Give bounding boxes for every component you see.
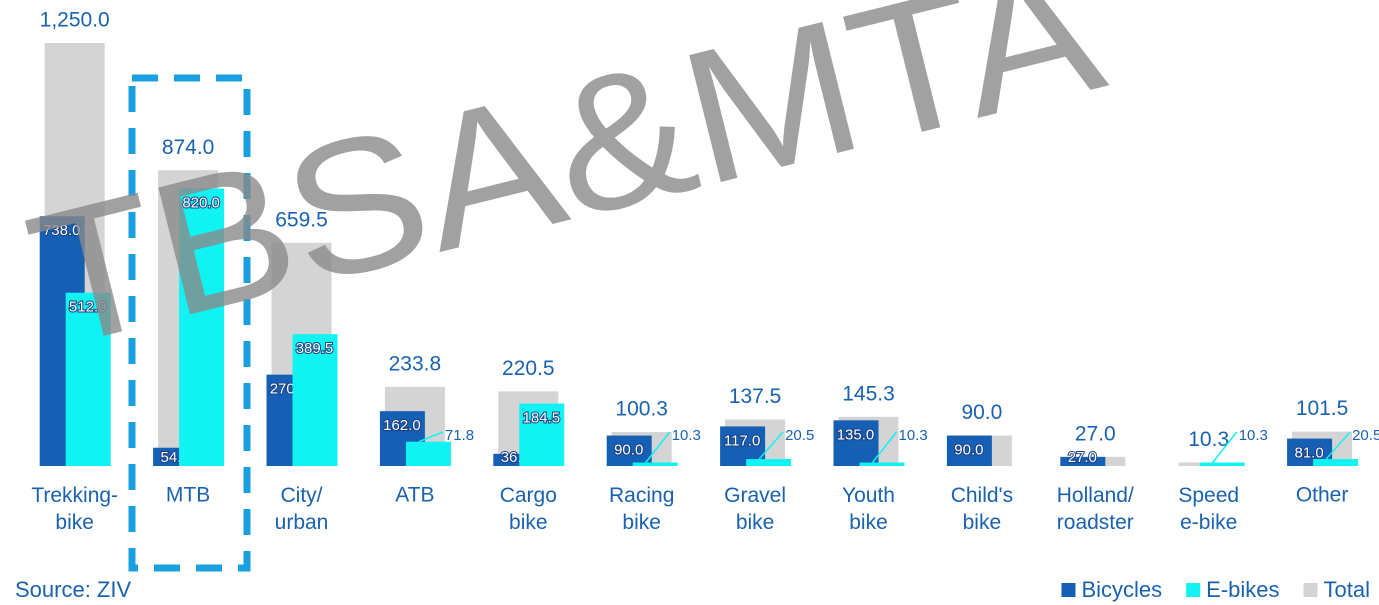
source: Source: ZIV [15,577,131,602]
ebikes-label: 820.0 [182,194,220,211]
leader-line [1212,431,1238,463]
total-label: 220.5 [502,357,555,380]
leader-line [758,431,784,460]
ebikes-label: 10.3 [1239,427,1268,444]
ebikes-label: 184.5 [523,410,561,427]
total-label: 137.5 [729,385,782,408]
bicycles-label: 81.0 [1294,445,1323,462]
leader-line [418,431,444,443]
x-tick-label: Child's bike [951,484,1013,534]
bar [946,435,992,466]
bicycles-label: 27.0 [1068,449,1097,466]
bar [519,403,565,466]
bar [1199,462,1245,466]
total-label: 10.3 [1188,428,1229,451]
bar [859,462,905,466]
bar [746,459,792,466]
legend-label: Total [1324,577,1370,602]
bar [1060,456,1106,466]
bicycles-label: 738.0 [43,222,81,239]
x-tick-label: ATB [395,484,434,507]
ebikes-label: 20.5 [785,427,814,444]
bar [179,188,225,466]
bar [405,441,451,466]
bicycles-label: 162.0 [383,417,421,434]
x-tick-label: Other [1296,484,1349,507]
bicycles-label: 90.0 [954,442,983,459]
watermark: TBSA&MTA [11,0,1120,388]
leader-line [871,431,898,463]
ebikes-label: 389.5 [296,340,334,357]
x-tick-label: Racing bike [609,484,674,534]
total-label: 1,250.0 [40,9,110,32]
x-tick-label: Trekking-bike [31,484,118,534]
legend-swatch [1303,583,1318,597]
x-tick-label: Speed e-bike [1178,484,1239,534]
ebikes-label: 20.5 [1352,427,1379,444]
legend-swatch [1186,583,1201,597]
x-tick-label: Gravel bike [724,484,786,534]
bar [1313,459,1359,466]
total-label: 659.5 [275,208,328,231]
x-tick-label: MTB [166,484,210,507]
bicycles-label: 90.0 [614,442,643,459]
x-tick-label: Cargo bike [500,484,557,534]
bar [65,292,111,466]
legend-label: Bicycles [1081,577,1162,602]
bar [292,334,338,466]
bicycles-label: 117.0 [724,432,760,449]
ebikes-label: 10.3 [899,427,928,444]
total-label: 233.8 [389,352,442,375]
bicycles-label: 135.0 [837,426,875,443]
total-label: 90.0 [961,401,1002,424]
legend-label: E-bikes [1206,577,1279,602]
ebikes-label: 71.8 [445,427,474,444]
leader-line [1325,431,1351,460]
ebikes-label: 10.3 [672,427,701,444]
ebikes-label: 512.0 [69,299,107,316]
bar [632,462,678,466]
total-label: 145.3 [842,382,895,405]
total-label: 100.3 [615,398,668,421]
legend-swatch [1061,583,1076,597]
highlight-box [128,74,251,572]
x-tick-label: City/urban [275,484,329,534]
total-label: 874.0 [162,136,215,159]
total-label: 27.0 [1075,422,1116,445]
x-tick-label: Holland/roadster [1057,484,1134,534]
bar [833,420,879,466]
total-label: 101.5 [1296,397,1349,420]
leader-line [645,431,671,463]
bar [606,435,652,466]
x-tick-label: Youth bike [842,484,895,534]
